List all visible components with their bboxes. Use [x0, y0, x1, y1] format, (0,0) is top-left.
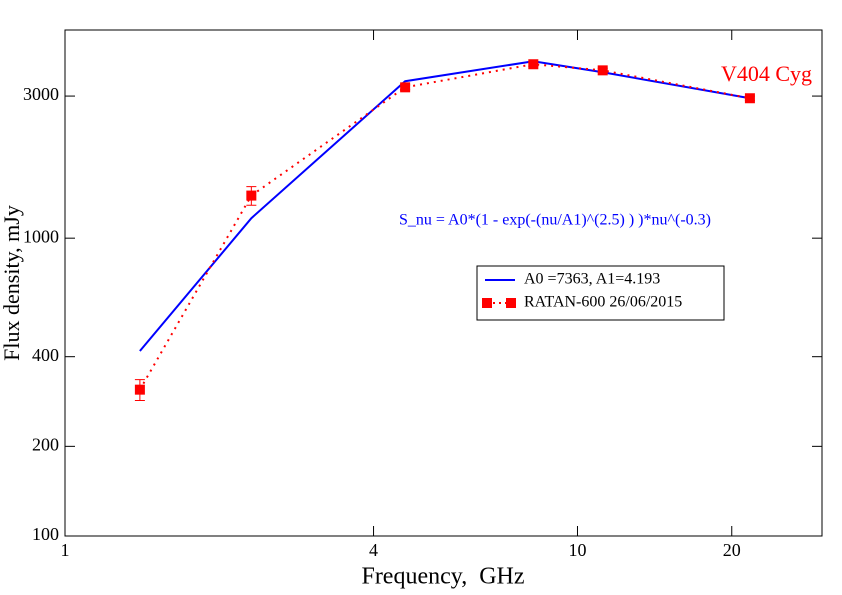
- y-tick-label: 400: [32, 345, 59, 365]
- y-tick-label: 1000: [23, 226, 59, 246]
- formula: S_nu = A0*(1 - exp(-(nu/A1)^(2.5) ) )*nu…: [399, 212, 711, 229]
- x-tick-label: 10: [568, 540, 586, 560]
- y-tick-label: 100: [32, 524, 59, 544]
- legend-label: RATAN-600 26/06/2015: [524, 294, 682, 311]
- legend-swatch: [482, 298, 492, 308]
- y-tick-label: 3000: [23, 84, 59, 104]
- x-tick-label: 4: [369, 540, 378, 560]
- marker: [597, 65, 608, 76]
- series-line: [139, 63, 751, 391]
- marker: [400, 82, 411, 93]
- annotation: V404 Cyg: [721, 61, 812, 86]
- legend-swatch: [506, 298, 516, 308]
- plot-frame: [64, 29, 823, 537]
- y-tick-label: 200: [32, 434, 59, 454]
- x-tick-label: 20: [723, 540, 741, 560]
- x-axis-label: Frequency, GHz: [361, 564, 524, 590]
- x-tick-label: 1: [61, 540, 70, 560]
- legend: [476, 265, 725, 321]
- legend-label: A0 =7363, A1=4.193: [524, 271, 660, 288]
- marker: [528, 59, 539, 70]
- series-line: [139, 60, 751, 352]
- marker: [744, 93, 755, 104]
- marker: [134, 384, 145, 395]
- y-axis-label: Flux density, mJy: [0, 205, 24, 361]
- marker: [246, 190, 257, 201]
